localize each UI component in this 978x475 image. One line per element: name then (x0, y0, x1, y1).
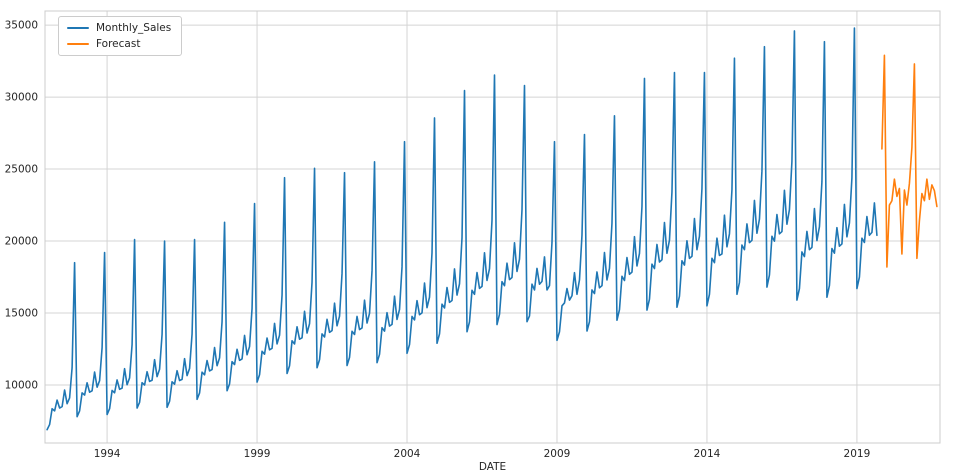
monthly-sales-line-swatch (67, 26, 89, 30)
y-tick-label: 35000 (5, 20, 38, 32)
x-tick-label: 1999 (244, 448, 271, 460)
x-tick-label: 2004 (394, 448, 421, 460)
x-axis-title: DATE (478, 461, 507, 473)
forecast-line-swatch (67, 42, 89, 46)
legend-label-forecast: Forecast (96, 38, 141, 50)
y-tick-label: 25000 (5, 164, 38, 176)
x-tick-label: 2014 (694, 448, 721, 460)
y-tick-label: 15000 (5, 308, 38, 320)
legend-item-forecast: Forecast (67, 38, 171, 50)
x-tick-label: 2009 (544, 448, 571, 460)
x-tick-label: 2019 (844, 448, 871, 460)
legend: Monthly_Sales Forecast (58, 16, 183, 56)
plot-border (44, 10, 941, 444)
y-tick-label: 10000 (5, 379, 38, 391)
series-line-forecast (881, 54, 938, 268)
legend-label-monthly-sales: Monthly_Sales (96, 22, 172, 34)
legend-item-monthly-sales: Monthly_Sales (67, 22, 171, 34)
series-line-monthly_sales (46, 27, 878, 431)
y-tick-label: 20000 (5, 236, 38, 248)
y-tick-label: 30000 (5, 92, 38, 104)
x-tick-label: 1994 (94, 448, 121, 460)
